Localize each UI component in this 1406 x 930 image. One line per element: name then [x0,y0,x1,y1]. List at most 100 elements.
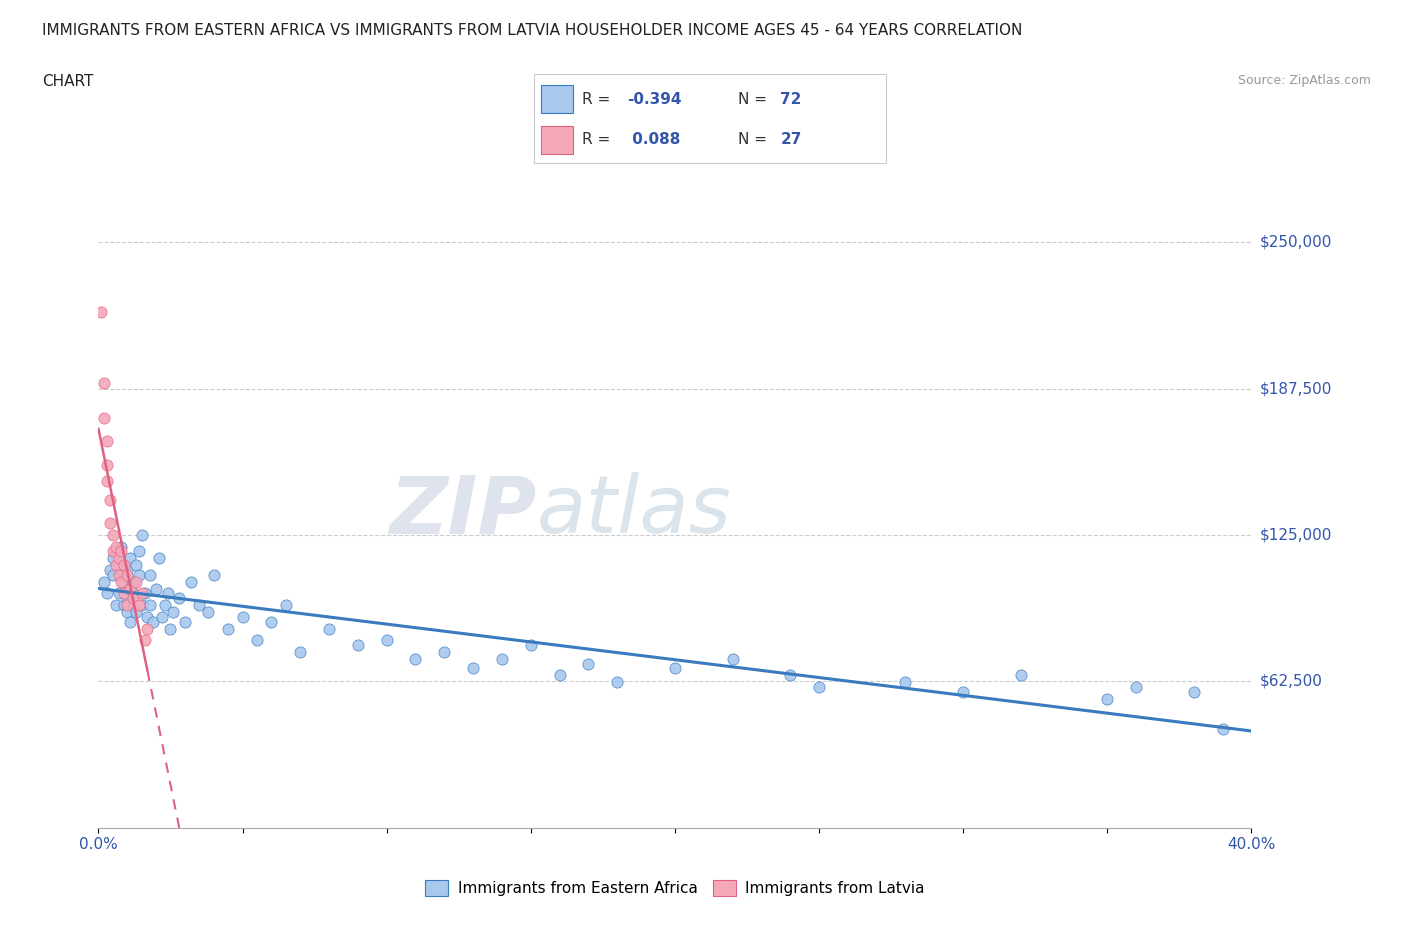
Text: Source: ZipAtlas.com: Source: ZipAtlas.com [1237,74,1371,87]
Point [101,527,124,542]
Point [139,567,162,582]
Point [174,614,197,629]
Point [231,609,254,624]
Point [807,680,830,695]
Text: $62,500: $62,500 [1260,674,1323,689]
Point [117,591,138,605]
Point [120,614,142,629]
Point [131,586,153,601]
Point [112,586,135,601]
Point [125,558,148,573]
Point [93,375,115,390]
Point [107,586,129,601]
Point [548,668,571,683]
Point [117,563,138,578]
Point [122,586,145,601]
Point [122,591,145,605]
Point [779,668,801,683]
Point [202,567,225,582]
Point [167,591,190,605]
Point [128,544,150,559]
Point [120,551,142,565]
Point [101,567,124,582]
Point [721,652,744,667]
Point [117,567,138,582]
Point [664,661,686,676]
Point [217,621,239,636]
Point [107,551,129,565]
Point [159,621,181,636]
Text: $187,500: $187,500 [1260,381,1331,396]
Point [104,558,127,573]
Point [578,657,600,671]
Text: ZIP: ZIP [389,472,537,551]
Point [104,544,127,559]
Point [136,609,159,624]
Text: $250,000: $250,000 [1260,234,1331,249]
Point [491,652,513,667]
Point [134,633,156,648]
Point [110,575,132,590]
Point [606,675,628,690]
Point [98,492,121,507]
Point [1010,668,1032,683]
Point [188,598,211,613]
Point [134,586,156,601]
Point [101,544,124,559]
Point [375,633,398,648]
Point [139,598,162,613]
Text: N =: N = [738,132,772,147]
Point [112,575,135,590]
Point [96,586,118,601]
Point [125,575,148,590]
Point [107,558,129,573]
Bar [541,126,574,154]
Point [197,604,219,619]
Point [145,581,167,596]
Text: 27: 27 [780,132,801,147]
Point [110,567,132,582]
Point [180,575,202,590]
Text: R =: R = [582,92,614,107]
Point [405,652,427,667]
Legend: Immigrants from Eastern Africa, Immigrants from Latvia: Immigrants from Eastern Africa, Immigran… [419,874,931,902]
Point [122,575,145,590]
Text: R =: R = [582,132,614,147]
Point [520,638,543,653]
Point [461,661,484,676]
Point [112,598,135,613]
Point [117,598,138,613]
Point [142,614,165,629]
Point [131,598,153,613]
Point [260,614,283,629]
Point [110,539,132,554]
Text: N =: N = [738,92,772,107]
Point [346,638,368,653]
Point [112,558,135,573]
Text: CHART: CHART [42,74,94,89]
Point [274,598,297,613]
Point [104,598,127,613]
Point [101,551,124,565]
Text: 72: 72 [780,92,801,107]
Point [128,598,150,613]
Point [98,516,121,531]
Point [162,604,184,619]
Text: 0.088: 0.088 [627,132,681,147]
Point [107,567,129,582]
Point [153,598,176,613]
Point [246,633,269,648]
Text: -0.394: -0.394 [627,92,682,107]
Point [952,684,974,699]
Point [156,586,179,601]
Point [93,410,115,425]
Point [131,527,153,542]
Point [125,604,148,619]
Point [136,621,159,636]
Point [1125,680,1147,695]
Text: atlas: atlas [537,472,731,551]
Point [894,675,917,690]
Point [150,609,173,624]
Point [1097,691,1119,706]
Point [110,544,132,559]
